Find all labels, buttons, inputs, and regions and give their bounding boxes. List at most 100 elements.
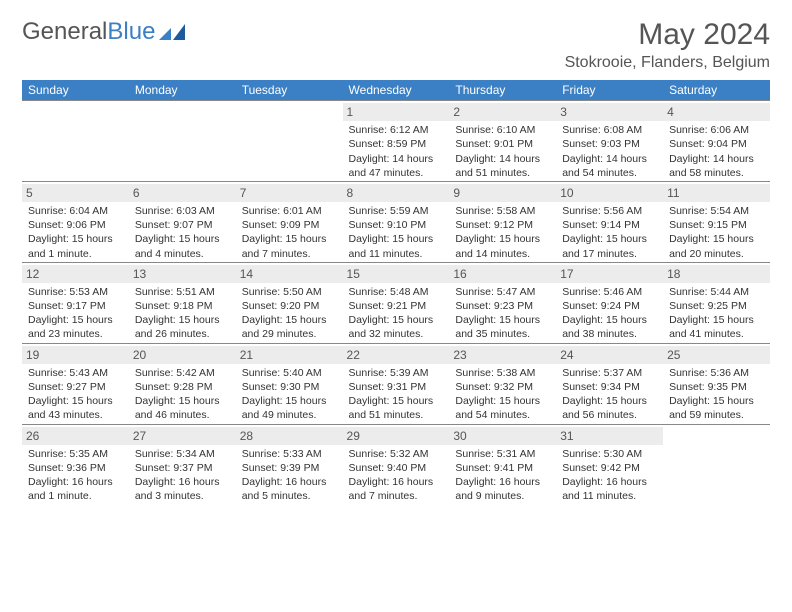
day-line: Daylight: 15 hours and 38 minutes. [562,313,657,341]
day-cell: 6 Sunrise: 6:03 AMSunset: 9:07 PMDaylight… [129,181,236,262]
day-cell: 13 Sunrise: 5:51 AMSunset: 9:18 PMDayligh… [129,262,236,343]
day-cell: 1Sunrise: 6:12 AMSunset: 8:59 PMDaylight… [343,101,450,182]
day-cell: 3Sunrise: 6:08 AMSunset: 9:03 PMDaylight… [556,101,663,182]
day-number: 14 [236,265,343,283]
day-number: 2 [449,103,556,121]
day-number: 16 [449,265,556,283]
day-line: Sunrise: 5:47 AM [455,285,550,299]
day-line: Sunset: 9:01 PM [455,137,550,151]
day-content: Sunrise: 5:58 AMSunset: 9:12 PMDaylight:… [455,204,550,261]
day-cell: . [236,101,343,182]
day-line: Sunrise: 5:50 AM [242,285,337,299]
title-block: May 2024 Stokrooie, Flanders, Belgium [565,18,770,72]
day-line: Sunset: 9:14 PM [562,218,657,232]
day-number: 10 [556,184,663,202]
day-line: Daylight: 15 hours and 32 minutes. [349,313,444,341]
day-content: Sunrise: 5:48 AMSunset: 9:21 PMDaylight:… [349,285,444,342]
day-line: Daylight: 16 hours and 7 minutes. [349,475,444,503]
day-line: Sunrise: 5:58 AM [455,204,550,218]
day-line: Sunset: 8:59 PM [349,137,444,151]
day-content: Sunrise: 5:40 AMSunset: 9:30 PMDaylight:… [242,366,337,423]
day-content: Sunrise: 6:03 AMSunset: 9:07 PMDaylight:… [135,204,230,261]
day-line: Sunset: 9:34 PM [562,380,657,394]
day-cell: 30Sunrise: 5:31 AMSunset: 9:41 PMDayligh… [449,424,556,504]
day-line: Sunset: 9:32 PM [455,380,550,394]
location-text: Stokrooie, Flanders, Belgium [565,54,770,72]
day-line: Daylight: 15 hours and 49 minutes. [242,394,337,422]
week-row: 26Sunrise: 5:35 AMSunset: 9:36 PMDayligh… [22,424,770,504]
day-cell: . [663,424,770,504]
day-cell: . [129,101,236,182]
day-line: Sunset: 9:23 PM [455,299,550,313]
day-content: Sunrise: 5:47 AMSunset: 9:23 PMDaylight:… [455,285,550,342]
day-line: Sunrise: 5:51 AM [135,285,230,299]
day-cell: 29Sunrise: 5:32 AMSunset: 9:40 PMDayligh… [343,424,450,504]
day-line: Daylight: 14 hours and 47 minutes. [349,152,444,180]
day-content: Sunrise: 5:36 AMSunset: 9:35 PMDaylight:… [669,366,764,423]
day-line: Sunrise: 5:42 AM [135,366,230,380]
day-content: Sunrise: 6:10 AMSunset: 9:01 PMDaylight:… [455,123,550,180]
day-line: Sunset: 9:35 PM [669,380,764,394]
day-line: Daylight: 15 hours and 56 minutes. [562,394,657,422]
day-number: 13 [129,265,236,283]
day-cell: 27Sunrise: 5:34 AMSunset: 9:37 PMDayligh… [129,424,236,504]
day-cell: 24Sunrise: 5:37 AMSunset: 9:34 PMDayligh… [556,343,663,424]
day-line: Sunrise: 5:32 AM [349,447,444,461]
day-cell: 21 Sunrise: 5:40 AMSunset: 9:30 PMDayligh… [236,343,343,424]
day-line: Sunrise: 5:37 AM [562,366,657,380]
day-content: Sunrise: 5:38 AMSunset: 9:32 PMDaylight:… [455,366,550,423]
day-content: Sunrise: 5:30 AMSunset: 9:42 PMDaylight:… [562,447,657,504]
day-line: Daylight: 15 hours and 59 minutes. [669,394,764,422]
day-cell: 28Sunrise: 5:33 AMSunset: 9:39 PMDayligh… [236,424,343,504]
month-title: May 2024 [565,18,770,52]
day-line: Sunrise: 5:46 AM [562,285,657,299]
day-number: 8 [343,184,450,202]
day-content: Sunrise: 5:34 AMSunset: 9:37 PMDaylight:… [135,447,230,504]
day-number: 6 [129,184,236,202]
day-content: Sunrise: 5:51 AMSunset: 9:18 PMDaylight:… [135,285,230,342]
day-cell: 8 Sunrise: 5:59 AMSunset: 9:10 PMDaylight… [343,181,450,262]
calendar-table: SundayMondayTuesdayWednesdayThursdayFrid… [22,80,770,504]
day-number: 28 [236,427,343,445]
day-line: Sunset: 9:27 PM [28,380,123,394]
header: GeneralBlue May 2024 Stokrooie, Flanders… [22,18,770,72]
day-number: 5 [22,184,129,202]
brand-mark-icon [159,22,187,42]
calendar-head: SundayMondayTuesdayWednesdayThursdayFrid… [22,80,770,101]
day-line: Sunset: 9:20 PM [242,299,337,313]
day-line: Sunrise: 5:30 AM [562,447,657,461]
day-line: Sunrise: 5:33 AM [242,447,337,461]
day-number: 21 [236,346,343,364]
day-line: Daylight: 15 hours and 26 minutes. [135,313,230,341]
day-line: Daylight: 15 hours and 51 minutes. [349,394,444,422]
day-cell: 15Sunrise: 5:48 AMSunset: 9:21 PMDayligh… [343,262,450,343]
day-line: Daylight: 15 hours and 17 minutes. [562,232,657,260]
day-header: Monday [129,80,236,101]
day-line: Sunrise: 6:01 AM [242,204,337,218]
day-line: Daylight: 15 hours and 54 minutes. [455,394,550,422]
day-cell: 14Sunrise: 5:50 AMSunset: 9:20 PMDayligh… [236,262,343,343]
day-line: Daylight: 15 hours and 46 minutes. [135,394,230,422]
day-line: Sunrise: 5:53 AM [28,285,123,299]
day-line: Sunrise: 5:31 AM [455,447,550,461]
day-line: Sunrise: 6:10 AM [455,123,550,137]
day-line: Sunrise: 5:43 AM [28,366,123,380]
day-cell: 4Sunrise: 6:06 AMSunset: 9:04 PMDaylight… [663,101,770,182]
day-header: Friday [556,80,663,101]
day-line: Sunset: 9:28 PM [135,380,230,394]
day-line: Sunset: 9:24 PM [562,299,657,313]
day-line: Daylight: 15 hours and 43 minutes. [28,394,123,422]
day-line: Sunrise: 5:35 AM [28,447,123,461]
day-header: Thursday [449,80,556,101]
day-line: Daylight: 15 hours and 35 minutes. [455,313,550,341]
day-line: Daylight: 15 hours and 20 minutes. [669,232,764,260]
day-cell: 22Sunrise: 5:39 AMSunset: 9:31 PMDayligh… [343,343,450,424]
day-number: 3 [556,103,663,121]
day-content: Sunrise: 5:53 AMSunset: 9:17 PMDaylight:… [28,285,123,342]
day-line: Sunrise: 6:12 AM [349,123,444,137]
day-line: Sunset: 9:07 PM [135,218,230,232]
day-cell: 31Sunrise: 5:30 AMSunset: 9:42 PMDayligh… [556,424,663,504]
day-line: Sunset: 9:10 PM [349,218,444,232]
day-line: Sunrise: 5:34 AM [135,447,230,461]
day-content: Sunrise: 5:59 AMSunset: 9:10 PMDaylight:… [349,204,444,261]
